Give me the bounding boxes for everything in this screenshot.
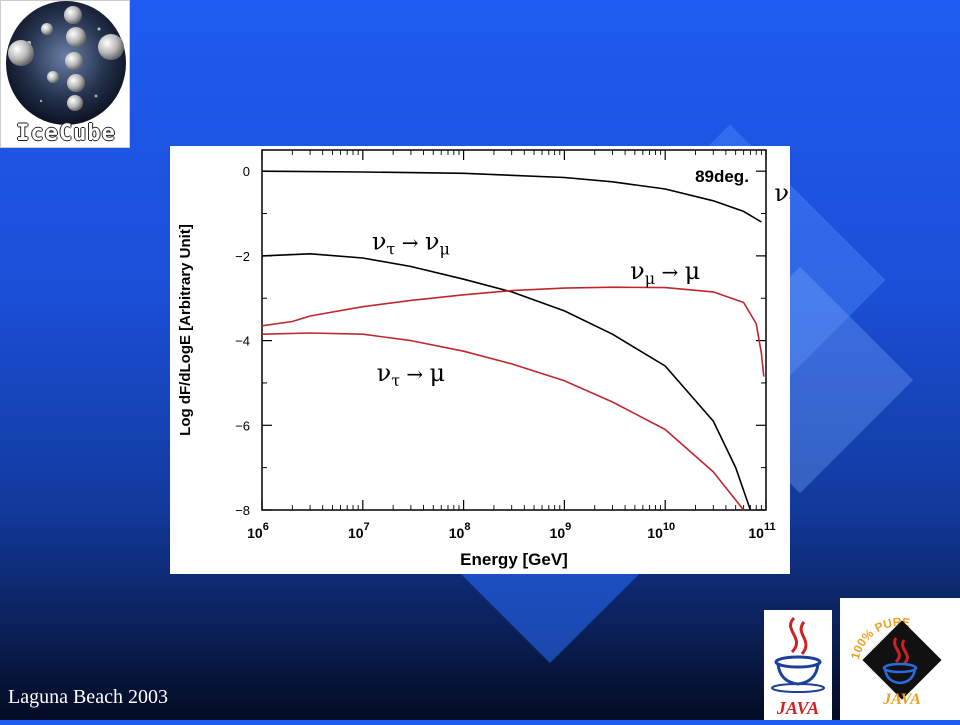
y-tick-label: −6	[235, 418, 250, 433]
pure-java-badge: 100% PURE JAVA	[840, 598, 960, 720]
series-line-3	[261, 332, 745, 511]
y-axis-label: Log dF/dLogE [Arbitrary Unit]	[177, 224, 194, 436]
pure-java-text: JAVA	[882, 691, 921, 708]
plot-frame	[261, 149, 767, 511]
java-logo-text: JAVA	[776, 698, 819, 718]
chart-panel: 0 −2 −4 −6 −8 106 107 108 109 1010 1011 νμ → νμ ντ …	[170, 146, 854, 574]
x-tick-label: 107	[348, 521, 370, 541]
x-tick-label: 108	[449, 521, 471, 541]
series-label-0: νμ → νμ	[774, 179, 790, 210]
java-cup-icon: JAVA	[771, 616, 825, 718]
series-line-2	[261, 286, 765, 377]
footer-text: Laguna Beach 2003	[8, 686, 168, 708]
series-label-1: ντ → νμ	[372, 228, 450, 259]
icecube-logo: IceCube	[0, 0, 130, 148]
y-tick-label: 0	[243, 164, 250, 179]
series-line-0	[261, 170, 762, 223]
x-tick-label: 1010	[647, 521, 675, 541]
y-tick-label: −8	[235, 503, 250, 518]
icecube-emblem	[6, 1, 126, 125]
x-tick-label: 109	[550, 521, 572, 541]
y-tick-label: −4	[235, 334, 250, 349]
flux-chart: 0 −2 −4 −6 −8 106 107 108 109 1010 1011 νμ → νμ ντ …	[177, 149, 854, 569]
series-label-2: νμ → μ	[630, 257, 700, 288]
pure-java-icon: 100% PURE JAVA	[848, 615, 942, 708]
icecube-logo-text: IceCube	[16, 121, 116, 146]
x-axis-label: Energy [GeV]	[460, 550, 568, 569]
java-logo: JAVA	[764, 610, 832, 720]
y-tick-label: −2	[235, 249, 250, 264]
series-line-1	[261, 253, 752, 511]
x-tick-label: 1011	[748, 521, 775, 541]
x-tick-label: 106	[247, 521, 269, 541]
chart-annotation: 89deg.	[695, 167, 749, 186]
series-label-3: ντ → μ	[377, 359, 446, 390]
